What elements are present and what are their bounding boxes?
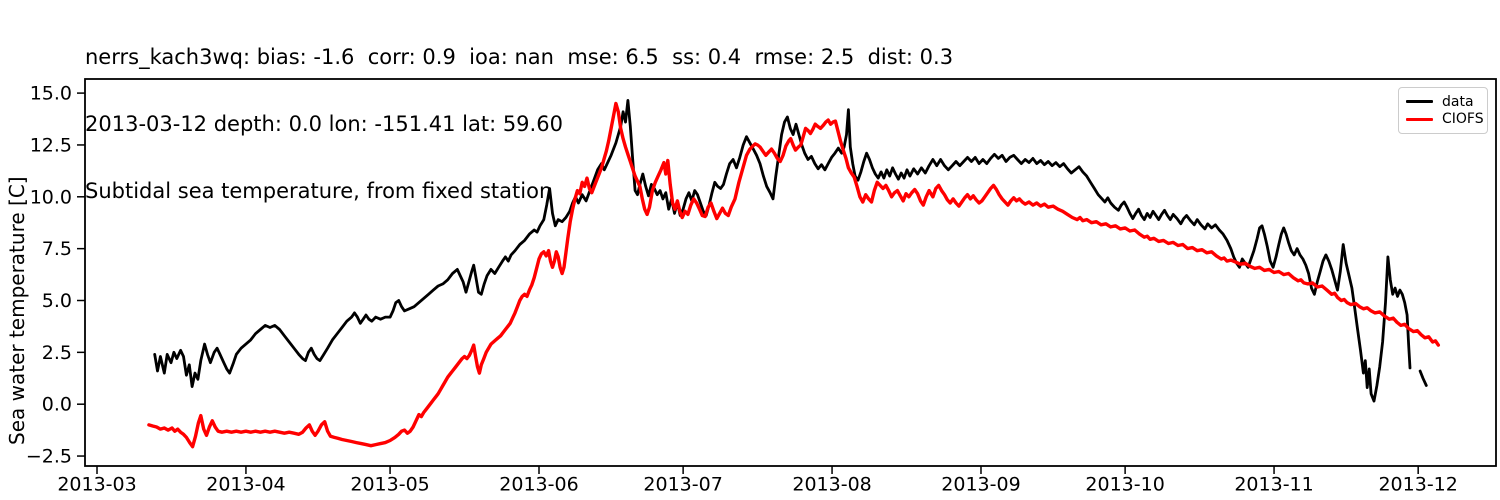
title-block: nerrs_kach3wq: bias: -1.6 corr: 0.9 ioa:… — [85, 1, 953, 247]
x-tick-label: 2013-07 — [643, 474, 722, 496]
y-tick-label: 7.5 — [42, 238, 72, 260]
plot-frame — [84, 78, 1497, 467]
series-lines — [147, 99, 1441, 449]
ciofs-line-swatch — [1406, 117, 1433, 121]
legend-item-ciofs: CIOFS — [1406, 111, 1484, 128]
x-tick-label: 2013-04 — [206, 474, 285, 496]
x-tick-label: 2013-12 — [1378, 474, 1457, 496]
title-line-stats: nerrs_kach3wq: bias: -1.6 corr: 0.9 ioa:… — [85, 44, 954, 69]
legend-label-data: data — [1442, 93, 1474, 110]
y-tick-label: −2.5 — [26, 446, 72, 468]
x-tick-label: 2013-10 — [1085, 474, 1164, 496]
data-line-swatch — [1406, 100, 1433, 104]
x-axis: 2013-03 2013-04 2013-05 2013-06 2013-07 2013-… — [57, 466, 1458, 496]
y-tick-label: 0.0 — [42, 394, 72, 416]
data-line — [153, 99, 1412, 403]
y-axis: 15.0 12.5 10.0 7.5 5.0 2.5 0.0 −2.5 — [26, 83, 85, 468]
y-tick-label: 10.0 — [30, 186, 72, 208]
legend-label-ciofs: CIOFS — [1442, 111, 1484, 128]
plot-background — [85, 79, 1496, 466]
x-tick-label: 2013-06 — [499, 474, 578, 496]
legend: data CIOFS — [1398, 87, 1488, 134]
y-tick-label: 15.0 — [30, 83, 72, 105]
x-tick-label: 2013-05 — [350, 474, 429, 496]
title-line-desc: Subtidal sea temperature, from fixed sta… — [85, 179, 553, 204]
x-tick-label: 2013-11 — [1234, 474, 1313, 496]
data-line — [1418, 369, 1428, 387]
title-line-meta: 2013-03-12 depth: 0.0 lon: -151.41 lat: … — [85, 112, 563, 137]
y-tick-label: 12.5 — [30, 134, 72, 156]
x-tick-label: 2013-08 — [792, 474, 871, 496]
y-axis-label: Sea water temperature [C] — [5, 176, 29, 445]
ciofs-line — [147, 101, 1441, 449]
x-tick-label: 2013-09 — [941, 474, 1020, 496]
legend-item-data: data — [1406, 95, 1481, 109]
y-tick-label: 2.5 — [42, 342, 72, 364]
x-tick-label: 2013-03 — [57, 474, 136, 496]
y-tick-label: 5.0 — [42, 290, 72, 312]
